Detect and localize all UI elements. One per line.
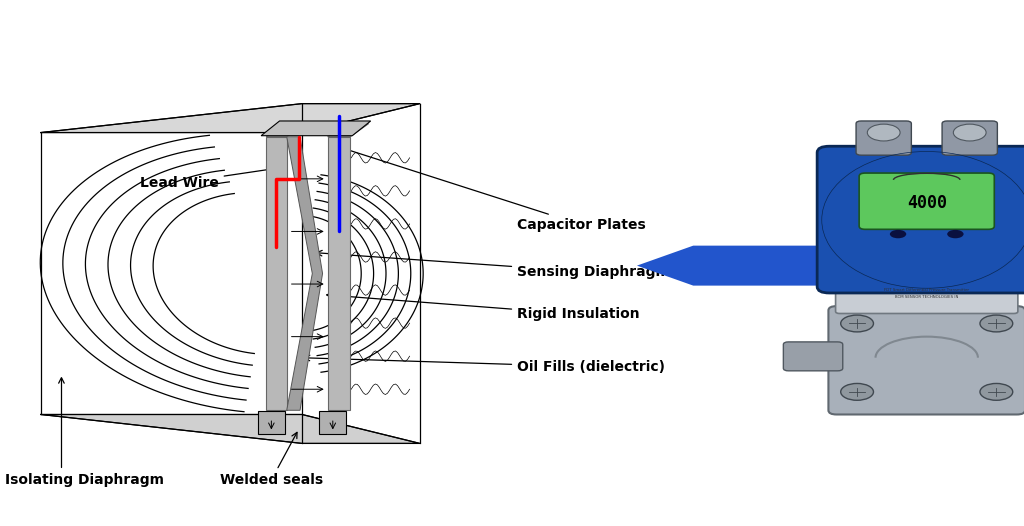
- Polygon shape: [41, 104, 420, 133]
- Polygon shape: [258, 411, 285, 434]
- Circle shape: [867, 124, 900, 141]
- Polygon shape: [266, 137, 287, 410]
- Polygon shape: [328, 124, 369, 137]
- Text: Lead Wire: Lead Wire: [139, 167, 272, 190]
- Text: 4000: 4000: [906, 194, 947, 211]
- Text: BCM SENSOR TECHNOLOGIES IN: BCM SENSOR TECHNOLOGIES IN: [895, 295, 958, 299]
- Circle shape: [841, 383, 873, 400]
- FancyBboxPatch shape: [859, 173, 994, 229]
- Text: Isolating Diaphragm: Isolating Diaphragm: [5, 378, 164, 487]
- Polygon shape: [287, 137, 323, 410]
- Polygon shape: [261, 121, 371, 136]
- Polygon shape: [637, 246, 860, 286]
- FancyBboxPatch shape: [942, 121, 997, 155]
- FancyBboxPatch shape: [783, 342, 843, 371]
- Polygon shape: [266, 124, 305, 137]
- Polygon shape: [328, 137, 350, 410]
- FancyBboxPatch shape: [828, 306, 1024, 414]
- Text: FDT Smart Differential Pressure Transmitter: FDT Smart Differential Pressure Transmit…: [884, 288, 970, 292]
- Circle shape: [980, 315, 1013, 332]
- Polygon shape: [319, 411, 346, 434]
- Text: Rigid Insulation: Rigid Insulation: [327, 292, 640, 321]
- Text: Welded seals: Welded seals: [220, 432, 323, 487]
- Circle shape: [953, 124, 986, 141]
- Circle shape: [841, 315, 873, 332]
- Text: Oil Fills (dielectric): Oil Fills (dielectric): [304, 355, 666, 374]
- FancyBboxPatch shape: [836, 282, 1018, 313]
- Circle shape: [890, 230, 906, 238]
- Circle shape: [947, 230, 964, 238]
- Polygon shape: [41, 414, 420, 443]
- FancyBboxPatch shape: [817, 146, 1024, 293]
- Text: Sensing Diaphragm: Sensing Diaphragm: [316, 250, 670, 279]
- Text: Capacitor Plates: Capacitor Plates: [344, 148, 646, 232]
- Circle shape: [980, 383, 1013, 400]
- FancyBboxPatch shape: [856, 121, 911, 155]
